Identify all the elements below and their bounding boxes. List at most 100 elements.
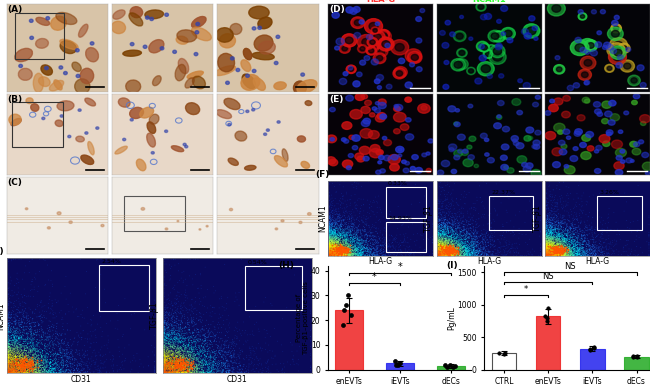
Ellipse shape — [130, 7, 142, 18]
Point — [358, 249, 368, 255]
Point — [326, 251, 337, 257]
Point — [563, 235, 573, 241]
Point — [572, 251, 582, 258]
Point — [432, 252, 443, 258]
Point — [434, 232, 444, 238]
Point — [330, 234, 341, 240]
Point — [324, 246, 335, 252]
Point — [31, 365, 42, 371]
Point — [552, 234, 562, 240]
Point — [213, 359, 224, 365]
Ellipse shape — [216, 110, 231, 119]
Point — [324, 240, 335, 246]
Point — [26, 362, 36, 368]
Point — [329, 250, 339, 256]
Point — [437, 240, 448, 246]
Point — [198, 358, 208, 364]
Point — [172, 369, 182, 375]
Point — [168, 330, 179, 336]
Point — [546, 215, 556, 221]
Point — [551, 243, 561, 249]
Point — [433, 232, 443, 238]
Point — [435, 230, 445, 236]
Point — [18, 368, 29, 374]
Point — [324, 239, 335, 245]
Point — [22, 360, 32, 367]
Circle shape — [376, 46, 388, 57]
Point — [324, 248, 335, 254]
Point — [161, 332, 172, 338]
Point — [555, 249, 566, 255]
Point — [567, 233, 577, 239]
Point — [16, 349, 27, 355]
Point — [324, 228, 335, 234]
Point — [8, 366, 19, 372]
Point — [345, 228, 356, 234]
Point — [569, 245, 580, 251]
Point — [554, 244, 565, 250]
Point — [326, 199, 337, 205]
Point — [224, 344, 234, 350]
Point — [456, 249, 466, 255]
Point — [166, 355, 177, 361]
Point — [551, 233, 562, 239]
Point — [350, 243, 361, 249]
Point — [172, 354, 182, 360]
Point — [354, 243, 365, 249]
Point — [84, 336, 95, 342]
Point — [72, 369, 82, 375]
Point — [222, 358, 233, 364]
Point — [435, 246, 445, 252]
Point — [176, 346, 187, 353]
Point — [41, 360, 51, 367]
Point — [12, 346, 23, 353]
Point — [438, 249, 448, 255]
Point — [564, 236, 575, 243]
Point — [332, 225, 342, 231]
Point — [582, 252, 592, 258]
Point — [437, 243, 447, 249]
Point — [586, 250, 596, 256]
Point — [448, 247, 458, 253]
Point — [443, 234, 453, 240]
Point — [12, 314, 22, 320]
Point — [541, 237, 551, 243]
Point — [14, 366, 24, 372]
Point — [133, 369, 143, 375]
Point — [183, 361, 194, 367]
Point — [338, 200, 348, 206]
Point — [44, 360, 55, 366]
Point — [563, 229, 573, 236]
Point — [560, 235, 570, 241]
Point — [45, 360, 55, 367]
Point — [171, 354, 181, 360]
Point — [434, 235, 445, 241]
Point — [337, 249, 348, 255]
Point — [551, 247, 562, 253]
Point — [174, 363, 184, 369]
Point — [12, 367, 22, 373]
Point — [209, 358, 219, 365]
Point — [543, 244, 554, 250]
Point — [436, 251, 447, 258]
Point — [447, 243, 457, 249]
Point — [159, 362, 169, 368]
Point — [187, 346, 197, 352]
Point — [557, 249, 567, 255]
Point — [438, 229, 448, 235]
Point — [434, 200, 444, 206]
Point — [173, 355, 183, 362]
Point — [557, 245, 567, 251]
Point — [346, 226, 356, 232]
Point — [23, 366, 34, 372]
Point — [159, 335, 169, 341]
Point — [330, 236, 341, 242]
Point — [591, 244, 601, 251]
Point — [329, 240, 339, 246]
Point — [32, 368, 42, 375]
Point — [544, 241, 554, 248]
Point — [451, 252, 462, 258]
Point — [333, 250, 344, 256]
Point — [334, 249, 345, 255]
Circle shape — [570, 156, 578, 161]
